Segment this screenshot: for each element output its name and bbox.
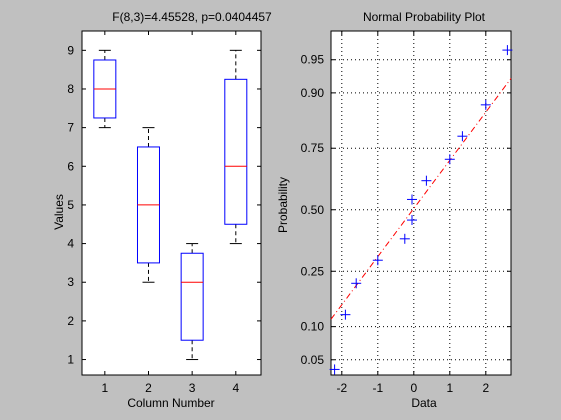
boxplot-x-tick-label: 3 <box>189 381 196 395</box>
boxplot-box <box>224 78 248 225</box>
normal-probability-y-tick-label: 0.75 <box>301 141 325 155</box>
boxplot-y-tick-label: 1 <box>67 353 74 367</box>
normal-probability-point <box>407 215 417 226</box>
normal-probability-point <box>399 233 410 244</box>
boxplot-x-tick-label: 1 <box>101 381 108 395</box>
normal-probability-x-tick-label: -2 <box>336 381 347 395</box>
boxplot-x-ticks: 1 2 3 4 <box>101 31 239 395</box>
normal-probability-point <box>480 99 491 110</box>
normal-probability-point <box>502 45 513 56</box>
normal-probability-x-ticks: -2 -1 0 1 2 <box>336 31 489 395</box>
normal-probability-x-axis-label: Data <box>411 396 437 410</box>
normal-probability-point <box>421 175 432 186</box>
normal-probability-title: Normal Probability Plot <box>363 10 486 24</box>
normal-probability-y-tick-label: 0.50 <box>301 203 325 217</box>
boxplot-y-tick-label: 6 <box>67 159 74 173</box>
normal-probability-marks <box>329 45 513 375</box>
boxplot-y-tick-label: 9 <box>67 43 74 57</box>
boxplot-title: F(8,3)=4.45528, p=0.0404457 <box>112 10 272 24</box>
normal-probability-grid <box>331 31 511 375</box>
normal-probability-panel: 0.05 0.10 0.25 0.50 0.75 0.90 0.95 -2 -1 0 1 2 Nor… <box>276 10 513 410</box>
boxplot-y-tick-label: 7 <box>67 121 74 135</box>
normal-probability-point <box>444 154 455 165</box>
normal-probability-y-tick-label: 0.25 <box>301 264 325 278</box>
normal-probability-x-tick-label: 2 <box>482 381 489 395</box>
normal-probability-axes <box>330 30 512 376</box>
boxplot-y-axis-label: Values <box>52 194 66 230</box>
normal-probability-y-tick-label: 0.90 <box>301 86 325 100</box>
boxplot-panel: 1 2 3 4 5 6 7 8 9 1 2 3 4 F(8,3)=4.45528, p=0.04044… <box>52 10 272 410</box>
normal-probability-x-tick-label: 0 <box>410 381 417 395</box>
normal-probability-point <box>407 194 417 205</box>
boxplot-y-tick-label: 3 <box>67 275 74 289</box>
boxplot-y-tick-label: 4 <box>67 237 74 251</box>
normal-probability-x-tick-label: 1 <box>446 381 453 395</box>
normal-probability-y-tick-label: 0.95 <box>301 53 325 67</box>
normal-probability-y-axis-label: Probability <box>276 177 290 233</box>
boxplot-x-tick-label: 2 <box>145 381 152 395</box>
boxplot-axes <box>81 30 262 376</box>
boxplot-y-tick-label: 8 <box>67 82 74 96</box>
boxplot-x-axis-label: Column Number <box>127 396 214 410</box>
normal-probability-point <box>351 278 362 289</box>
normal-probability-y-tick-label: 0.10 <box>301 320 325 334</box>
boxplot-box <box>180 252 204 341</box>
boxplot-marks <box>93 49 248 361</box>
normal-probability-y-tick-label: 0.05 <box>301 353 325 367</box>
boxplot-y-ticks: 1 2 3 4 5 6 7 8 9 <box>67 43 261 367</box>
normal-probability-y-ticks: 0.05 0.10 0.25 0.50 0.75 0.90 0.95 <box>301 53 511 367</box>
normal-probability-point <box>329 364 340 375</box>
normal-probability-reference-line <box>330 78 512 320</box>
normal-probability-point <box>457 131 468 142</box>
normal-probability-x-tick-label: -1 <box>372 381 383 395</box>
normal-probability-point <box>340 309 351 320</box>
boxplot-y-tick-label: 5 <box>67 198 74 212</box>
boxplot-x-tick-label: 4 <box>232 381 239 395</box>
normal-probability-point <box>372 255 383 266</box>
boxplot-y-tick-label: 2 <box>67 314 74 328</box>
